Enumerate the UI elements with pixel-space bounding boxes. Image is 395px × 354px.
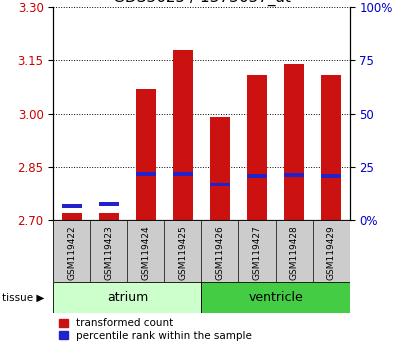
Bar — [62, 213, 82, 220]
Bar — [321, 75, 341, 220]
Text: GSM119429: GSM119429 — [327, 225, 336, 280]
Text: GSM119425: GSM119425 — [179, 225, 188, 280]
Bar — [62, 204, 82, 208]
Bar — [53, 282, 201, 313]
Bar — [284, 173, 304, 177]
Text: GSM119423: GSM119423 — [104, 225, 113, 280]
Bar — [136, 89, 156, 220]
Legend: transformed count, percentile rank within the sample: transformed count, percentile rank withi… — [58, 319, 252, 341]
Bar — [136, 172, 156, 176]
Bar — [247, 175, 267, 178]
Bar — [201, 282, 350, 313]
Text: GSM119426: GSM119426 — [215, 225, 224, 280]
Bar — [321, 175, 341, 178]
Title: GDS3625 / 1373637_at: GDS3625 / 1373637_at — [113, 0, 290, 6]
Bar — [210, 183, 230, 187]
Bar — [99, 202, 119, 206]
Bar — [99, 213, 119, 220]
Bar — [173, 50, 193, 220]
Text: GSM119427: GSM119427 — [252, 225, 261, 280]
Text: GSM119428: GSM119428 — [290, 225, 299, 280]
Bar — [247, 75, 267, 220]
Bar — [210, 117, 230, 220]
Text: GSM119422: GSM119422 — [67, 225, 76, 280]
Text: atrium: atrium — [107, 291, 148, 304]
Text: ventricle: ventricle — [248, 291, 303, 304]
Text: tissue ▶: tissue ▶ — [2, 293, 44, 303]
Bar — [284, 64, 304, 220]
Bar — [173, 172, 193, 176]
Text: GSM119424: GSM119424 — [141, 225, 150, 280]
